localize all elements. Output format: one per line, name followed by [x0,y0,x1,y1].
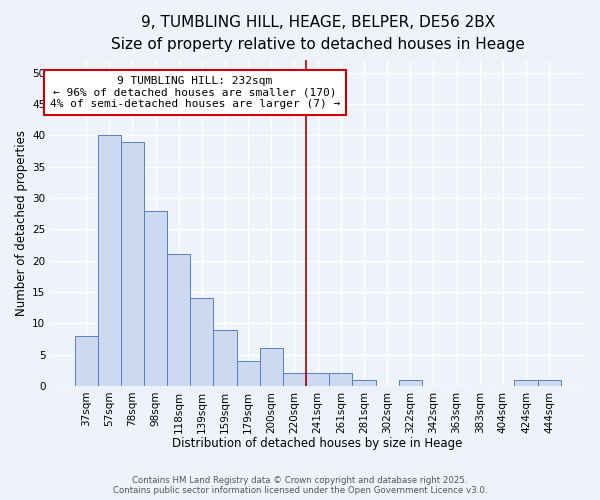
Bar [329,374,352,386]
Bar [167,254,190,386]
Bar [98,136,121,386]
Text: 9 TUMBLING HILL: 232sqm
← 96% of detached houses are smaller (170)
4% of semi-de: 9 TUMBLING HILL: 232sqm ← 96% of detache… [50,76,340,109]
Bar [214,330,236,386]
Bar [352,380,376,386]
Bar [236,361,260,386]
Bar [121,142,144,386]
Bar [514,380,538,386]
Text: Contains HM Land Registry data © Crown copyright and database right 2025.
Contai: Contains HM Land Registry data © Crown c… [113,476,487,495]
Title: 9, TUMBLING HILL, HEAGE, BELPER, DE56 2BX
Size of property relative to detached : 9, TUMBLING HILL, HEAGE, BELPER, DE56 2B… [111,15,524,52]
Bar [144,210,167,386]
X-axis label: Distribution of detached houses by size in Heage: Distribution of detached houses by size … [172,437,463,450]
Bar [398,380,422,386]
Bar [538,380,560,386]
Bar [260,348,283,386]
Bar [283,374,306,386]
Bar [190,298,214,386]
Bar [306,374,329,386]
Bar [74,336,98,386]
Y-axis label: Number of detached properties: Number of detached properties [15,130,28,316]
